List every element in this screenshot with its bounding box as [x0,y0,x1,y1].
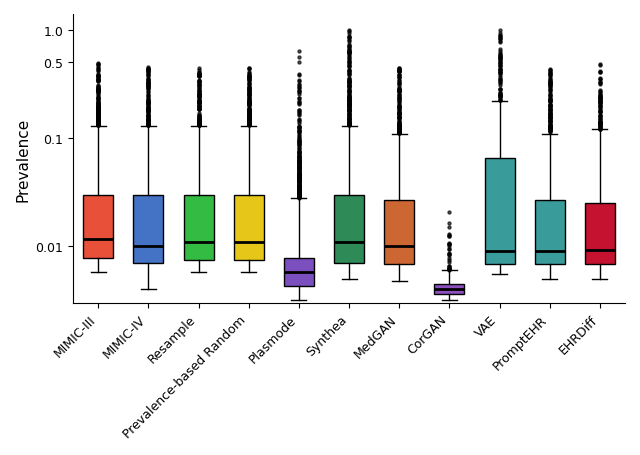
PathPatch shape [435,284,465,295]
PathPatch shape [133,196,163,263]
PathPatch shape [334,196,364,263]
PathPatch shape [234,196,264,260]
PathPatch shape [83,196,113,258]
PathPatch shape [484,159,515,265]
PathPatch shape [585,204,615,265]
PathPatch shape [184,196,214,260]
PathPatch shape [384,200,414,265]
Y-axis label: Prevalence: Prevalence [15,117,30,201]
PathPatch shape [534,200,564,265]
PathPatch shape [284,258,314,286]
